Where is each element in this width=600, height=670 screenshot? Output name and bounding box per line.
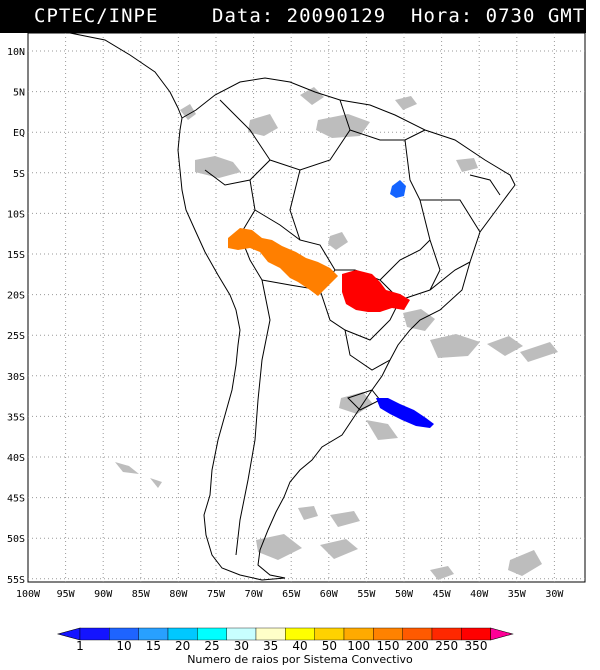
colorbar-tick-label: 50 [322, 639, 337, 653]
lat-label: 50S [7, 534, 25, 545]
map-frame [27, 32, 586, 583]
longitude-labels: 100W 95W 90W 85W 80W 75W 70W 65W 60W 55W 50W 45W 40W… [16, 589, 564, 600]
lon-label: 65W [282, 589, 301, 600]
lon-label: 100W [16, 589, 41, 600]
lat-label: 40S [7, 453, 25, 464]
lon-label: 50W [395, 589, 414, 600]
colorbar-tick-label: 200 [406, 639, 429, 653]
date-time-label: Data: 20090129 Hora: 0730 GMT [212, 5, 586, 27]
colorbar-tick-label: 25 [204, 639, 219, 653]
colorbar-tick-label: 35 [263, 639, 278, 653]
colorbar-tick-label: 150 [377, 639, 400, 653]
lon-label: 40W [470, 589, 489, 600]
cloud-patches [115, 87, 558, 580]
lat-label: 30S [7, 372, 25, 383]
lon-label: 90W [94, 589, 113, 600]
title-bar: CPTEC/INPE Data: 20090129 Hora: 0730 GMT [0, 0, 586, 33]
lat-label: 25S [7, 331, 25, 342]
lat-label: 55S [7, 575, 25, 586]
colorbar-segment [79, 627, 110, 641]
colorbar-tick-label: 350 [465, 639, 488, 653]
lat-label: 35S [7, 412, 25, 423]
lon-label: 30W [545, 589, 564, 600]
lat-label: 45S [7, 494, 25, 505]
lat-label: 10N [7, 47, 25, 58]
lon-label: 85W [132, 589, 151, 600]
lat-label: 15S [7, 250, 25, 261]
lon-label: 35W [508, 589, 527, 600]
colorbar-caption: Numero de raios por Sistema Convectivo [187, 653, 413, 666]
lon-label: 70W [245, 589, 264, 600]
colorbar-tick-label: 40 [292, 639, 307, 653]
colorbar-tick-label: 250 [435, 639, 458, 653]
lon-label: 45W [433, 589, 452, 600]
systems-amazon-orange [228, 228, 338, 296]
colorbar-tick-label: 100 [347, 639, 370, 653]
latitude-labels: 10N 5N EQ 5S 10S 15S 20S 25S 30S 35S 40S 45S 50S 55S [7, 47, 25, 586]
colorbar-tick-label: 20 [175, 639, 190, 653]
colorbar: 1 10 15 20 25 30 35 40 50 100 150 200 250 350 [56, 627, 514, 653]
land-outline [69, 32, 516, 581]
lon-label: 55W [357, 589, 376, 600]
lat-label: EQ [13, 128, 25, 139]
grid-lines [28, 33, 585, 582]
source-label: CPTEC/INPE [34, 5, 159, 27]
lat-label: 5N [13, 88, 25, 99]
lon-label: 80W [169, 589, 188, 600]
colorbar-arrow-right [490, 627, 514, 641]
colorbar-tick-label: 10 [116, 639, 131, 653]
lat-label: 10S [7, 209, 25, 220]
systems-southeast-blue [376, 398, 434, 428]
colorbar-tick-label: 30 [234, 639, 249, 653]
colorbar-tick-label: 1 [76, 639, 84, 653]
lat-label: 5S [13, 169, 25, 180]
systems-central-red [342, 270, 410, 312]
lon-label: 60W [320, 589, 339, 600]
systems-north-blue [390, 180, 406, 198]
lat-label: 20S [7, 291, 25, 302]
lon-label: 75W [207, 589, 226, 600]
lon-label: 95W [57, 589, 76, 600]
colorbar-tick-label: 15 [146, 639, 161, 653]
